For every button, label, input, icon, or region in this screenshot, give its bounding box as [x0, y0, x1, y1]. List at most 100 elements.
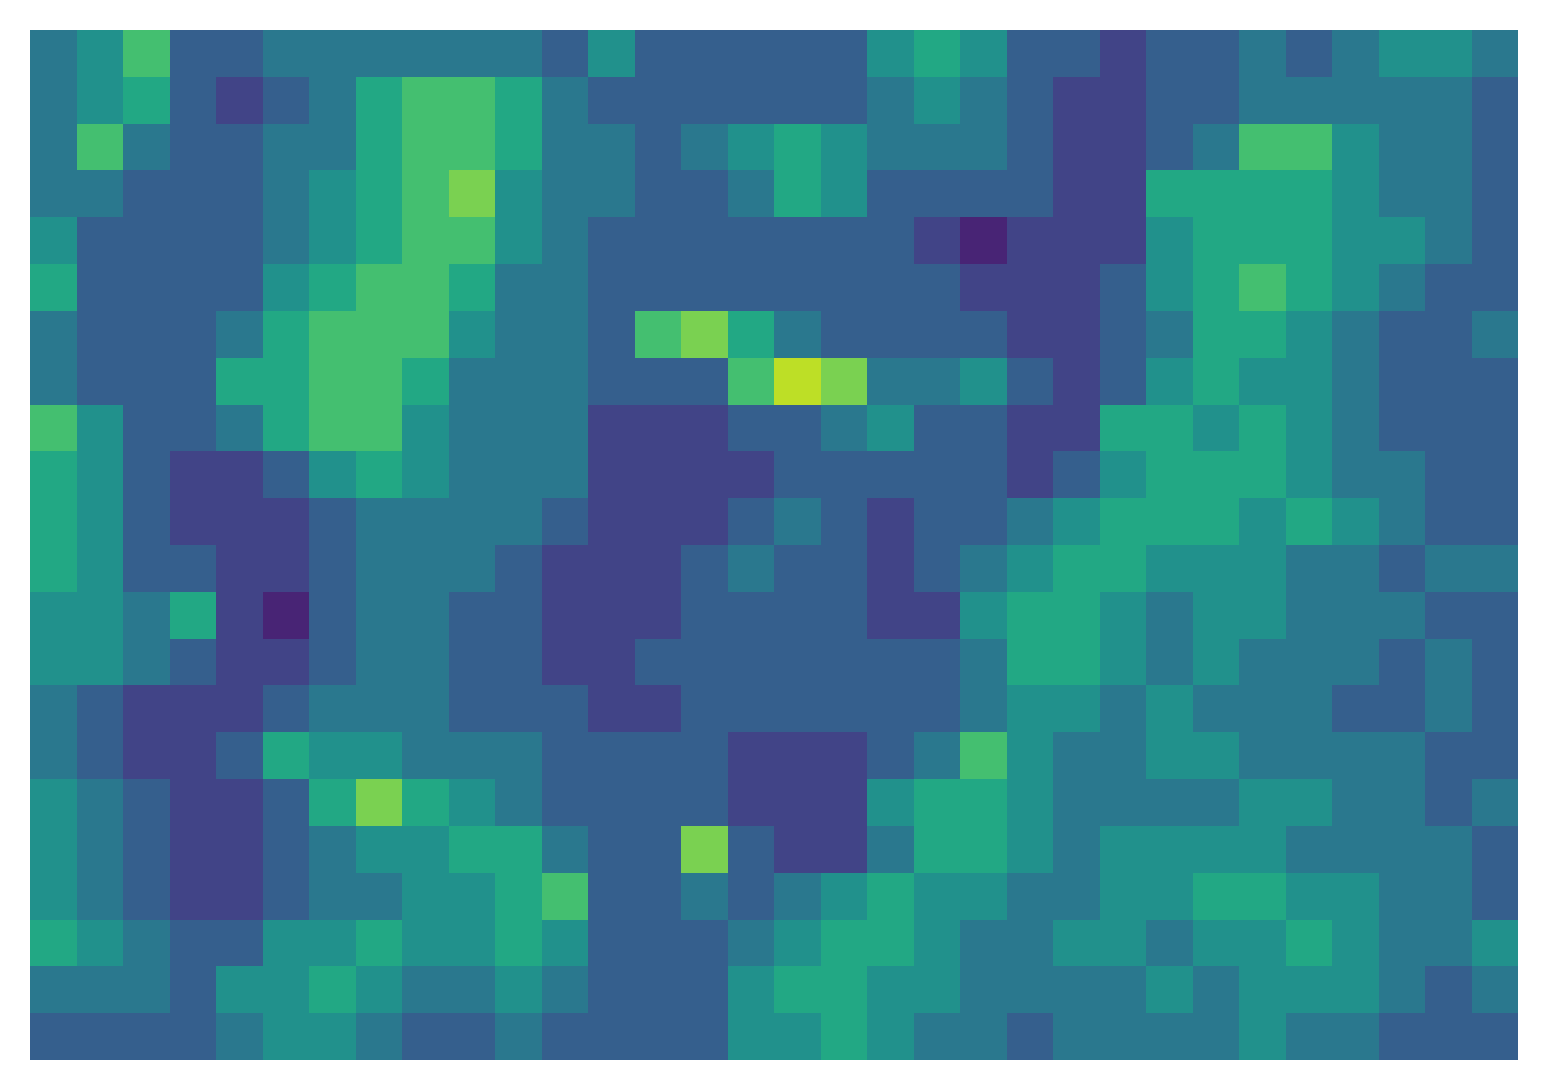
heatmap-cell — [1053, 170, 1100, 217]
heatmap-cell — [263, 639, 310, 686]
heatmap-cell — [30, 592, 77, 639]
heatmap-cell — [1332, 966, 1379, 1013]
heatmap-cell — [449, 685, 496, 732]
heatmap-cell — [588, 1013, 635, 1060]
heatmap-cell — [356, 311, 403, 358]
heatmap-cell — [1100, 826, 1147, 873]
heatmap-cell — [309, 826, 356, 873]
heatmap-cell — [402, 592, 449, 639]
heatmap-cell — [1379, 966, 1426, 1013]
heatmap-cell — [449, 920, 496, 967]
heatmap-cell — [728, 826, 775, 873]
heatmap-cell — [1100, 451, 1147, 498]
heatmap-cell — [1007, 873, 1054, 920]
heatmap-cell — [1425, 451, 1472, 498]
heatmap-cell — [681, 217, 728, 264]
heatmap-cell — [728, 217, 775, 264]
heatmap-cell — [216, 358, 263, 405]
heatmap-cell — [309, 217, 356, 264]
heatmap-cell — [263, 30, 310, 77]
heatmap-cell — [867, 873, 914, 920]
heatmap-cell — [356, 1013, 403, 1060]
heatmap-cell — [216, 826, 263, 873]
heatmap-cell — [402, 826, 449, 873]
heatmap-cell — [402, 685, 449, 732]
heatmap-cell — [1053, 920, 1100, 967]
heatmap-cell — [821, 966, 868, 1013]
heatmap-cell — [77, 639, 124, 686]
heatmap-cell — [170, 873, 217, 920]
heatmap-cell — [774, 358, 821, 405]
heatmap-cell — [495, 264, 542, 311]
heatmap-cell — [356, 732, 403, 779]
heatmap-cell — [728, 732, 775, 779]
heatmap-cell — [1146, 826, 1193, 873]
heatmap-cell — [774, 685, 821, 732]
heatmap-cell — [1193, 170, 1240, 217]
heatmap-cell — [1146, 920, 1193, 967]
heatmap-cell — [867, 826, 914, 873]
heatmap-cell — [1193, 358, 1240, 405]
heatmap-cell — [588, 451, 635, 498]
heatmap-cell — [356, 545, 403, 592]
heatmap-cell — [356, 592, 403, 639]
heatmap-cell — [495, 1013, 542, 1060]
heatmap-cell — [263, 1013, 310, 1060]
heatmap-cell — [1146, 685, 1193, 732]
heatmap-cell — [30, 920, 77, 967]
heatmap-cell — [449, 1013, 496, 1060]
heatmap-cell — [1100, 217, 1147, 264]
heatmap-cell — [635, 779, 682, 826]
heatmap-cell — [681, 592, 728, 639]
heatmap-cell — [263, 920, 310, 967]
heatmap-cell — [77, 170, 124, 217]
heatmap-cell — [867, 30, 914, 77]
heatmap-cell — [867, 732, 914, 779]
heatmap-cell — [263, 451, 310, 498]
heatmap-cell — [1425, 873, 1472, 920]
heatmap-cell — [867, 264, 914, 311]
heatmap-cell — [1239, 264, 1286, 311]
heatmap-cell — [914, 498, 961, 545]
heatmap-cell — [774, 30, 821, 77]
heatmap-cell — [542, 498, 589, 545]
heatmap-cell — [1332, 217, 1379, 264]
heatmap-cell — [77, 685, 124, 732]
heatmap-cell — [1332, 873, 1379, 920]
heatmap-cell — [263, 77, 310, 124]
heatmap-cell — [1425, 77, 1472, 124]
heatmap-cell — [1100, 732, 1147, 779]
heatmap-cell — [1007, 498, 1054, 545]
heatmap-cell — [635, 920, 682, 967]
heatmap-cell — [914, 639, 961, 686]
heatmap-cell — [1286, 498, 1333, 545]
heatmap-cell — [588, 592, 635, 639]
heatmap-cell — [1007, 639, 1054, 686]
heatmap-cell — [774, 732, 821, 779]
heatmap-cell — [960, 358, 1007, 405]
heatmap-cell — [867, 358, 914, 405]
heatmap-cell — [1239, 685, 1286, 732]
heatmap-cell — [449, 966, 496, 1013]
heatmap-cell — [216, 264, 263, 311]
heatmap-cell — [681, 498, 728, 545]
heatmap-cell — [1146, 732, 1193, 779]
heatmap-cell — [309, 264, 356, 311]
heatmap-cell — [356, 779, 403, 826]
heatmap-cell — [1053, 30, 1100, 77]
heatmap-cell — [1425, 405, 1472, 452]
heatmap-cell — [774, 217, 821, 264]
heatmap-cell — [1332, 732, 1379, 779]
heatmap-cell — [77, 732, 124, 779]
heatmap-cell — [1239, 592, 1286, 639]
heatmap-cell — [170, 966, 217, 1013]
heatmap-cell — [728, 1013, 775, 1060]
heatmap-cell — [1100, 920, 1147, 967]
heatmap-cell — [588, 966, 635, 1013]
heatmap-cell — [170, 170, 217, 217]
heatmap-cell — [309, 639, 356, 686]
heatmap-cell — [681, 124, 728, 171]
heatmap-cell — [309, 592, 356, 639]
heatmap-cell — [1007, 77, 1054, 124]
heatmap-cell — [774, 873, 821, 920]
